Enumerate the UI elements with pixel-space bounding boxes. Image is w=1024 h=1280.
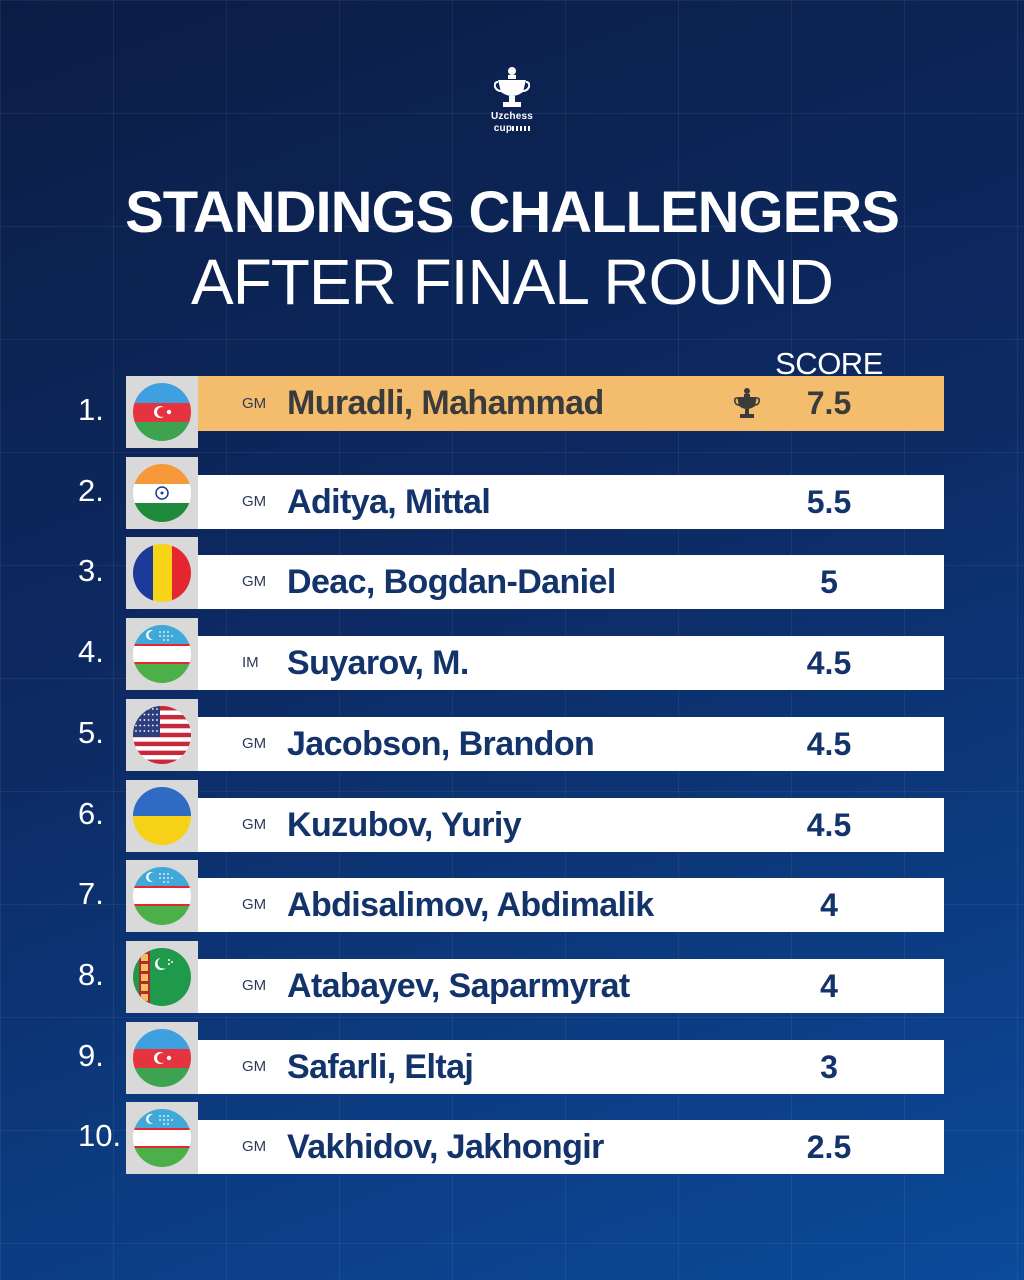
player-title: GM — [242, 976, 267, 994]
player-title: GM — [242, 395, 267, 412]
player-bar: GM Atabayev, Saparmyrat 4 — [198, 958, 944, 1013]
player-name: Aditya, Mittal — [287, 482, 491, 521]
india-flag-icon — [133, 463, 191, 522]
player-bar: GM Kuzubov, Yuriy 4.5 — [198, 797, 944, 852]
player-name: Jacobson, Brandon — [287, 724, 595, 763]
flag-tile — [126, 698, 198, 771]
azerbaijan-flag-icon — [133, 1028, 191, 1087]
romania-flag-icon — [133, 544, 191, 603]
player-title: GM — [242, 1057, 267, 1075]
logo-cup-text: cup — [493, 123, 513, 134]
player-score: 4.5 — [806, 725, 852, 762]
player-title: GM — [242, 896, 267, 914]
logo-brand-text: Uzchess — [491, 111, 533, 122]
table-row: 8. GM Atabayev, Saparmyrat 4 — [0, 940, 1024, 1021]
player-name: Kuzubov, Yuriy — [287, 805, 522, 844]
player-name: Safarli, Eltaj — [287, 1047, 474, 1086]
player-title: IM — [242, 654, 259, 672]
uzchess-cup-logo: Uzchess cup — [480, 66, 544, 140]
player-bar: GM Vakhidov, Jakhongir 2.5 — [198, 1120, 944, 1175]
ukraine-flag-icon — [133, 786, 191, 845]
player-name: Vakhidov, Jakhongir — [287, 1128, 604, 1167]
player-title: GM — [242, 734, 267, 752]
player-name: Deac, Bogdan-Daniel — [287, 563, 616, 602]
flag-tile — [126, 618, 198, 691]
rank-number: 7. — [78, 876, 104, 912]
player-title: GM — [242, 1138, 267, 1156]
checkered-pattern — [512, 125, 531, 131]
turkmenistan-flag-icon — [133, 947, 191, 1006]
rank-number: 5. — [78, 714, 104, 750]
flag-tile — [126, 456, 198, 529]
table-row: 9. GM Safarli, Eltaj 3 — [0, 1021, 1024, 1102]
player-bar: GM Jacobson, Brandon 4.5 — [198, 716, 944, 771]
winner-highlight-bar: GM Muradli, Mahammad 7.5 — [198, 376, 944, 431]
table-row: 7. GM Abdisalimov, Abdimalik 4 — [0, 860, 1024, 940]
trophy-icon — [734, 388, 760, 418]
player-score: 7.5 — [806, 385, 852, 421]
rank-number: 1. — [78, 392, 104, 427]
table-row: 1. GM Muradli, Mahammad 7.5 — [0, 376, 1024, 456]
score-column-header: SCORE — [775, 346, 883, 381]
player-bar: IM Suyarov, M. 4.5 — [198, 636, 944, 691]
rank-number: 8. — [78, 956, 104, 992]
player-name: Muradli, Mahammad — [287, 384, 604, 422]
player-bar: GM Deac, Bogdan-Daniel 5 — [198, 555, 944, 610]
rank-number: 10. — [78, 1118, 122, 1154]
rank-number: 6. — [78, 795, 104, 831]
player-score: 4 — [820, 967, 838, 1004]
player-name: Atabayev, Saparmyrat — [287, 966, 630, 1005]
uzbekistan-flag-icon — [133, 867, 191, 926]
rank-number: 3. — [78, 553, 104, 589]
logo-cup-line: cup — [480, 124, 544, 134]
player-score: 4.5 — [806, 806, 852, 843]
cup-logo-icon — [494, 67, 530, 107]
table-row: 10. GM Vakhidov, Jakhongir 2.5 — [0, 1102, 1024, 1182]
player-name: Abdisalimov, Abdimalik — [287, 886, 654, 925]
player-score: 5.5 — [806, 483, 852, 520]
uzbekistan-flag-icon — [133, 1109, 191, 1168]
player-score: 5 — [820, 564, 838, 601]
rank-number: 9. — [78, 1037, 104, 1073]
player-title: GM — [242, 815, 267, 833]
flag-tile — [126, 860, 198, 933]
flag-tile — [126, 1102, 198, 1175]
flag-tile — [126, 940, 198, 1013]
player-score: 2.5 — [806, 1129, 852, 1166]
player-bar: GM Abdisalimov, Abdimalik 4 — [198, 878, 944, 933]
page-subtitle: AFTER FINAL ROUND — [191, 246, 834, 318]
player-score: 4.5 — [806, 645, 852, 682]
flag-tile — [126, 376, 198, 448]
flag-tile — [126, 779, 198, 852]
rank-number: 2. — [78, 472, 104, 508]
usa-flag-icon — [133, 705, 191, 764]
player-title: GM — [242, 573, 267, 591]
table-row: 5. GM Jacobson, Brandon 4.5 — [0, 698, 1024, 779]
page-title: STANDINGS CHALLENGERS — [125, 180, 900, 245]
flag-tile — [126, 537, 198, 610]
table-row: 4. IM Suyarov, M. 4.5 — [0, 618, 1024, 698]
uzbekistan-flag-icon — [133, 625, 191, 684]
rank-number: 4. — [78, 634, 104, 670]
player-title: GM — [242, 492, 267, 510]
table-row: 3. GM Deac, Bogdan-Daniel 5 — [0, 537, 1024, 617]
player-bar: GM Safarli, Eltaj 3 — [198, 1039, 944, 1094]
azerbaijan-flag-icon — [133, 383, 191, 441]
player-score: 3 — [820, 1048, 838, 1085]
player-score: 4 — [820, 887, 838, 924]
player-name: Suyarov, M. — [287, 644, 469, 683]
flag-tile — [126, 1021, 198, 1094]
table-row: 6. GM Kuzubov, Yuriy 4.5 — [0, 779, 1024, 860]
table-row: 2. GM Aditya, Mittal 5.5 — [0, 456, 1024, 537]
player-bar: GM Aditya, Mittal 5.5 — [198, 474, 944, 529]
